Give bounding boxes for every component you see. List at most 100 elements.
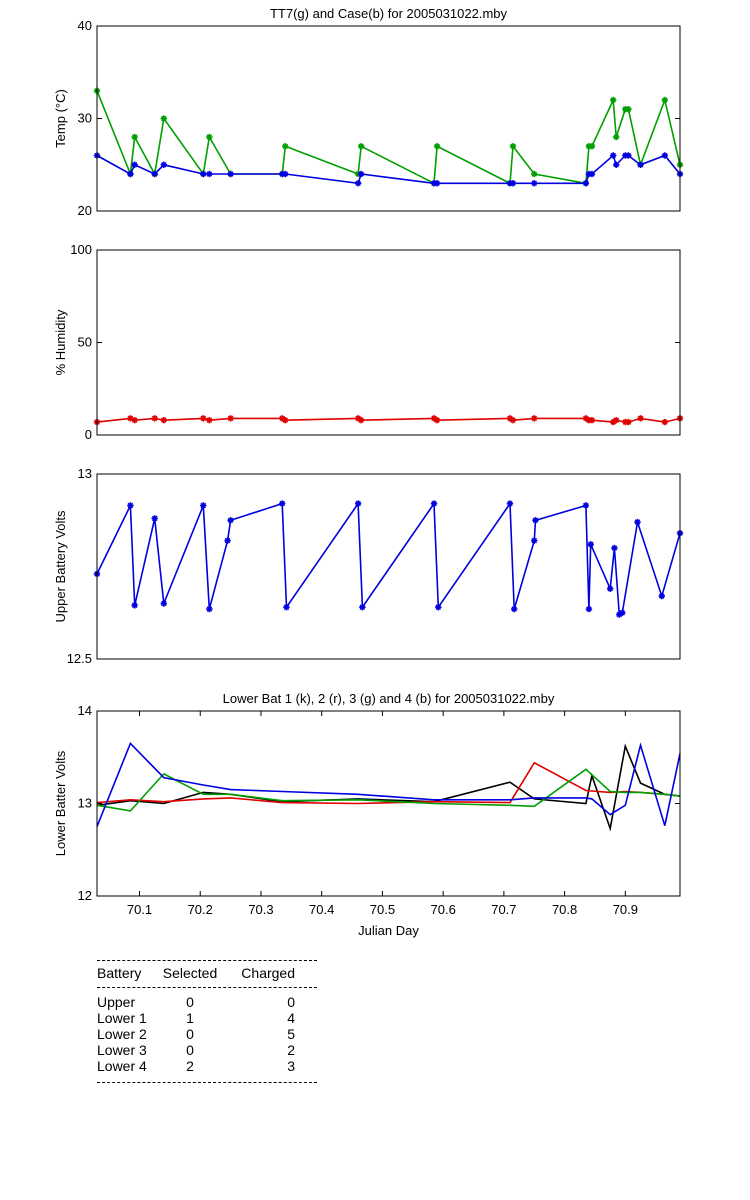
table-row: Lower 4 2 3 xyxy=(97,1058,317,1082)
data-point xyxy=(582,502,590,509)
data-point xyxy=(506,500,514,507)
y-tick-label: 12.5 xyxy=(67,651,92,666)
series-line xyxy=(96,501,681,616)
header-charged: Charged xyxy=(241,965,295,981)
series-line xyxy=(96,743,681,832)
x-tick-label: 70.2 xyxy=(188,902,213,917)
data-point xyxy=(357,170,365,178)
data-point xyxy=(160,161,168,168)
data-point xyxy=(354,180,362,187)
data-point xyxy=(509,180,517,187)
y-tick-label: 0 xyxy=(85,427,92,442)
data-point xyxy=(588,417,596,424)
x-tick-label: 70.5 xyxy=(370,902,395,917)
data-point xyxy=(357,143,365,150)
data-point xyxy=(227,170,234,178)
data-point xyxy=(282,417,289,424)
data-point xyxy=(160,115,168,122)
y-tick-label: 40 xyxy=(78,18,92,33)
chart-title: Lower Bat 1 (k), 2 (r), 3 (g) and 4 (b) … xyxy=(223,691,555,706)
data-point xyxy=(585,605,593,613)
selected-count: 0 xyxy=(186,1026,194,1042)
y-axis-label: Temp (°C) xyxy=(53,89,68,148)
y-axis-label: Lower Batter Volts xyxy=(53,750,68,856)
data-point xyxy=(619,609,626,616)
charged-count: 0 xyxy=(287,994,295,1010)
series-line xyxy=(96,741,681,827)
data-point xyxy=(625,106,632,113)
data-point xyxy=(609,96,617,104)
data-point xyxy=(433,143,441,150)
table-row: Lower 1 1 4 xyxy=(97,1010,317,1026)
battery-name: Lower 3 xyxy=(97,1042,147,1058)
data-point xyxy=(127,170,134,178)
y-tick-label: 50 xyxy=(78,335,92,350)
data-point xyxy=(131,161,138,168)
table-bottom-rule xyxy=(97,1082,317,1083)
data-point xyxy=(509,143,517,150)
data-point xyxy=(433,180,441,187)
data-point xyxy=(661,418,669,426)
data-point xyxy=(282,170,289,178)
charged-count: 3 xyxy=(287,1058,295,1074)
x-tick-label: 70.9 xyxy=(613,902,638,917)
data-point xyxy=(606,585,614,592)
y-tick-label: 12 xyxy=(78,888,92,903)
charged-count: 4 xyxy=(287,1010,295,1026)
x-tick-label: 70.8 xyxy=(552,902,577,917)
data-point xyxy=(587,541,594,548)
header-selected: Selected xyxy=(162,965,218,981)
data-point xyxy=(127,502,134,509)
selected-count: 1 xyxy=(186,1010,194,1026)
data-point xyxy=(588,170,596,178)
y-tick-label: 13 xyxy=(78,796,92,811)
data-point xyxy=(227,517,234,524)
y-tick-label: 13 xyxy=(78,466,92,481)
data-point xyxy=(131,133,138,141)
data-point xyxy=(200,502,207,509)
data-point xyxy=(531,537,538,544)
y-tick-label: 14 xyxy=(78,703,92,718)
data-point xyxy=(609,152,617,159)
data-point xyxy=(160,600,168,607)
data-point xyxy=(634,518,641,526)
battery-name: Lower 1 xyxy=(97,1010,147,1026)
data-point xyxy=(637,415,644,422)
data-point xyxy=(151,170,158,178)
selected-count: 0 xyxy=(186,994,194,1010)
table-header-rule xyxy=(97,987,317,988)
data-point xyxy=(433,417,441,424)
data-point xyxy=(282,143,289,150)
battery-status-table: Battery Selected Charged Upper 0 0 Lower… xyxy=(97,960,317,1083)
battery-name: Lower 2 xyxy=(97,1026,147,1042)
y-tick-label: 100 xyxy=(70,242,92,257)
data-point xyxy=(532,517,539,524)
table-row: Upper 0 0 xyxy=(97,988,317,1010)
data-point xyxy=(206,605,213,613)
table-top-rule xyxy=(97,960,317,961)
battery-name: Lower 4 xyxy=(97,1058,147,1074)
data-point xyxy=(511,605,518,613)
plot-frame xyxy=(96,473,681,660)
y-axis-label: Upper Battery Volts xyxy=(53,510,68,622)
data-point xyxy=(531,170,538,178)
plot-frame xyxy=(96,249,681,436)
data-point xyxy=(151,415,158,422)
series-line xyxy=(96,768,681,812)
y-tick-label: 30 xyxy=(78,111,92,126)
x-tick-label: 70.7 xyxy=(491,902,516,917)
data-point xyxy=(206,170,213,178)
data-point xyxy=(160,417,168,424)
data-point xyxy=(359,604,366,611)
data-point xyxy=(206,133,213,141)
data-point xyxy=(637,161,644,168)
data-point xyxy=(430,500,438,507)
selected-count: 2 xyxy=(186,1058,194,1074)
data-point xyxy=(435,604,442,611)
data-point xyxy=(200,415,207,422)
data-point xyxy=(613,417,620,424)
x-axis-label: Julian Day xyxy=(358,923,419,938)
data-point xyxy=(509,417,517,424)
header-battery: Battery xyxy=(97,965,142,981)
data-point xyxy=(611,544,618,552)
